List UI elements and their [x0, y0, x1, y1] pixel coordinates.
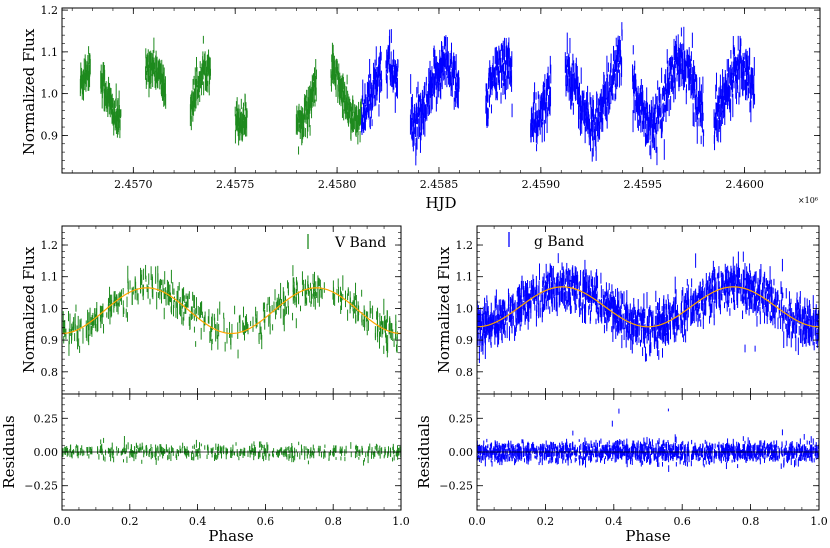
- v-band-residuals-panel: 0.0 0.2 0.4 0.6 0.8 1.0 −0.25 0.00 0.25 Residual…: [0, 393, 410, 545]
- v-band-residuals-ticks: 0.0 0.2 0.4 0.6 0.8 1.0 −0.25 0.00 0.25: [24, 394, 410, 528]
- v-band-folded-ticks: 0.8 0.9 1.0 1.1 1.2: [41, 226, 402, 394]
- v-band-residual-points: [62, 436, 402, 466]
- y-tick-label: 1.1: [41, 46, 59, 59]
- x-tick-label: 0.2: [121, 515, 139, 528]
- x-tick-label: 0.4: [189, 515, 207, 528]
- x-tick-label: 2.4600: [725, 178, 764, 191]
- y-tick-label: 1.0: [456, 302, 474, 315]
- v-band-residuals-y-axis-label: Residuals: [0, 415, 18, 488]
- y-tick-label: 1.2: [41, 4, 59, 17]
- v-band-legend-label: V Band: [334, 235, 386, 251]
- y-tick-label: 1.2: [41, 239, 59, 252]
- g-band-residuals-panel: 0.0 0.2 0.4 0.6 0.8 1.0−0.250.000.25 Residual…: [415, 393, 828, 545]
- g-band-folded-points: [476, 251, 820, 364]
- y-tick-label: 0.9: [41, 129, 59, 142]
- g-band-legend: g Band: [508, 232, 584, 250]
- g-band-legend-label: g Band: [534, 234, 584, 250]
- y-tick-label: 1.0: [41, 302, 59, 315]
- g-band-model-curve: [476, 286, 820, 328]
- g-band-folded-ticks: 0.8 0.9 1.0 1.1 1.2: [456, 226, 820, 394]
- x-tick-label: 2.4590: [522, 178, 561, 191]
- v-band-legend: V Band: [307, 234, 386, 251]
- g-band-folded-panel: 0.8 0.9 1.0 1.1 1.2 Normalized Flux g Band: [435, 225, 820, 395]
- x-tick-label: 2.4585: [420, 178, 459, 191]
- x-tick-label: 1.0: [392, 515, 410, 528]
- y-tick-label: −0.25: [24, 480, 58, 493]
- top-plot-frame: [61, 7, 821, 174]
- y-tick-label: 0.8: [41, 366, 59, 379]
- x-tick-label: 2.4595: [623, 178, 662, 191]
- y-tick-label: 0.9: [456, 334, 474, 347]
- y-tick-label: 0.00: [34, 446, 59, 459]
- v-band-phase-axis-label: Phase: [208, 527, 253, 545]
- x-tick-label: 0.0: [53, 515, 71, 528]
- x-tick-label: 2.4580: [318, 178, 357, 191]
- top-x-axis-label: HJD: [425, 194, 456, 212]
- top-y-axis-label: Normalized Flux: [20, 28, 38, 155]
- v-band-y-axis-label: Normalized Flux: [20, 246, 38, 373]
- y-tick-label: 1.2: [456, 239, 474, 252]
- top-ticks: 2.4570 2.4575 2.4580 2.4585 2.4590 2.4595 2.46…: [41, 4, 820, 191]
- v-band-folded-points: [62, 264, 398, 359]
- y-tick-label: 0.8: [456, 366, 474, 379]
- x-tick-label: 0.8: [324, 515, 342, 528]
- y-tick-label: 0.25: [34, 412, 59, 425]
- top-light-curve-panel: 2.4570 2.4575 2.4580 2.4585 2.4590 2.4595 2.46…: [20, 4, 821, 212]
- y-tick-label: 1.1: [41, 271, 59, 284]
- x-tick-label: 2.4575: [216, 178, 255, 191]
- y-tick-label: 0.9: [41, 334, 59, 347]
- x-tick-label: 2.4570: [114, 178, 153, 191]
- g-band-y-axis-label: Normalized Flux: [435, 246, 453, 373]
- top-x-scale-label: ×10⁶: [798, 196, 818, 205]
- g-band-residual-points: [476, 408, 820, 472]
- x-tick-label: 0.6: [257, 515, 275, 528]
- y-tick-label: 1.0: [41, 88, 59, 101]
- y-tick-label: 1.1: [456, 271, 474, 284]
- v-band-model-curve: [61, 287, 402, 335]
- v-band-folded-panel: 0.8 0.9 1.0 1.1 1.2 Normalized Flux V Band: [20, 225, 402, 395]
- top-data-points: [79, 22, 756, 166]
